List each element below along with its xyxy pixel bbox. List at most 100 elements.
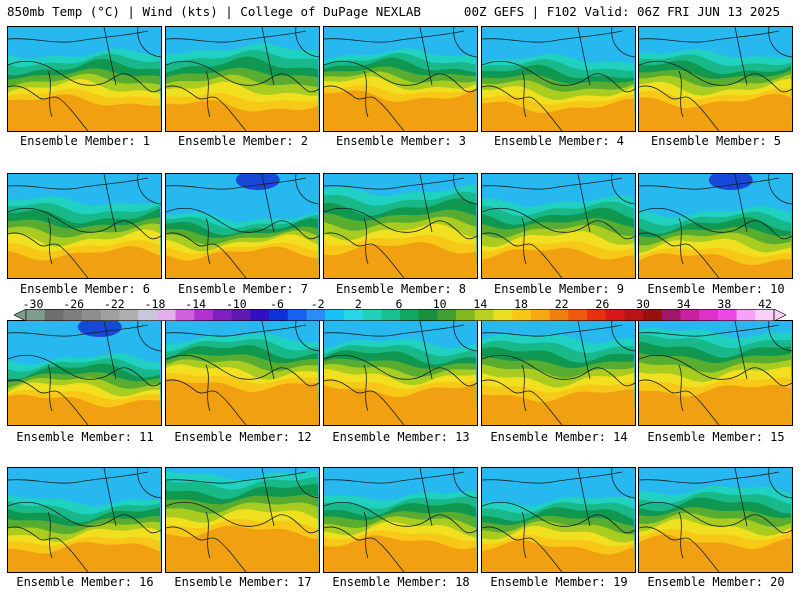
ensemble-member-label: Ensemble Member: 9: [493, 282, 625, 296]
colorbar-tick-label: 6: [395, 297, 403, 311]
ensemble-member-label: Ensemble Member: 19: [490, 575, 628, 589]
ensemble-member-label: Ensemble Member: 4: [493, 134, 625, 148]
map-boundary-line: [768, 468, 792, 499]
map-boundary-line: [166, 526, 219, 541]
map-boundary-line: [678, 364, 684, 412]
map-boundary-line: [8, 379, 61, 394]
temperature-field-map: [166, 27, 319, 131]
temperature-field-map: [8, 27, 161, 131]
colorbar-swatch: [568, 309, 588, 321]
map-boundary-line: [639, 85, 692, 100]
ensemble-member-label: Ensemble Member: 6: [19, 282, 151, 296]
ensemble-map-panel: [165, 320, 320, 426]
map-boundary-line: [482, 324, 623, 337]
ensemble-map-panel: [323, 467, 478, 573]
colorbar-swatch: [287, 309, 307, 321]
map-boundary-line: [103, 468, 117, 527]
colorbar-tick-label: 22: [554, 297, 569, 311]
map-boundary-line: [166, 30, 307, 43]
map-boundary-line: [678, 511, 684, 559]
temperature-field-map: [639, 27, 792, 131]
ensemble-map-panel: [7, 467, 162, 573]
ensemble-map-panel: [165, 467, 320, 573]
ensemble-member-label: Ensemble Member: 2: [177, 134, 309, 148]
map-boundary-line: [482, 177, 623, 190]
map-boundary-line: [8, 207, 161, 240]
map-boundary-line: [59, 539, 89, 572]
ensemble-map-panel: [323, 173, 478, 279]
map-boundary-line: [8, 471, 149, 484]
temperature-field-map: [8, 321, 161, 425]
map-boundary-line: [611, 27, 635, 58]
colorbar-swatch: [362, 309, 382, 321]
map-boundary-line: [363, 511, 369, 559]
map-boundary-line: [166, 60, 319, 93]
ensemble-map-panel: [7, 26, 162, 132]
temperature-field-map: [166, 468, 319, 572]
colorbar-swatch: [63, 309, 83, 321]
map-boundary-line: [419, 468, 433, 527]
colorbar-swatch: [530, 309, 550, 321]
map-boundary-line: [482, 501, 635, 534]
map-boundary-line: [453, 468, 477, 499]
map-boundary-line: [103, 174, 117, 233]
ensemble-member-label: Ensemble Member: 3: [335, 134, 467, 148]
temperature-field-map: [8, 468, 161, 572]
colorbar-swatch: [512, 309, 532, 321]
map-boundary-line: [734, 174, 748, 233]
colorbar-swatch: [437, 309, 457, 321]
colorbar-tick-label: -14: [185, 297, 207, 311]
ensemble-member-label: Ensemble Member: 11: [16, 430, 154, 444]
colorbar-tick-label: 30: [636, 297, 650, 311]
map-boundary-line: [137, 468, 161, 499]
map-boundary-line: [47, 217, 53, 265]
map-boundary-line: [419, 321, 433, 380]
map-boundary-line: [295, 468, 319, 499]
map-boundary-line: [103, 27, 117, 86]
map-boundary-line: [521, 70, 527, 118]
map-boundary-line: [482, 379, 535, 394]
map-boundary-line: [611, 468, 635, 499]
map-boundary-line: [8, 232, 61, 247]
colorbar-tick-label: -18: [144, 297, 166, 311]
map-boundary-line: [419, 174, 433, 233]
map-boundary-line: [521, 364, 527, 412]
colorbar-swatch: [82, 309, 102, 321]
ensemble-map-panel: [165, 26, 320, 132]
colorbar-swatch: [587, 309, 606, 321]
ensemble-member-label: Ensemble Member: 7: [177, 282, 309, 296]
map-boundary-line: [639, 177, 780, 190]
map-boundary-line: [639, 60, 792, 93]
temperature-field-map: [8, 174, 161, 278]
temperature-field-map: [166, 321, 319, 425]
colorbar-swatch: [231, 309, 251, 321]
map-boundary-line: [734, 321, 748, 380]
ensemble-map-panel: [638, 467, 793, 573]
colorbar-swatch: [100, 309, 120, 321]
map-boundary-line: [363, 364, 369, 412]
map-boundary-line: [639, 379, 692, 394]
colorbar-tick-label: -6: [270, 297, 284, 311]
temperature-field-map: [482, 27, 635, 131]
map-boundary-line: [678, 70, 684, 118]
map-boundary-line: [375, 245, 405, 278]
map-boundary-line: [611, 174, 635, 205]
colorbar-tick-label: 26: [595, 297, 610, 311]
map-boundary-line: [324, 60, 477, 93]
map-boundary-line: [690, 245, 720, 278]
colorbar-swatch: [680, 309, 700, 321]
map-boundary-line: [375, 392, 405, 425]
temperature-field-map: [324, 27, 477, 131]
colorbar-swatch: [119, 309, 139, 321]
map-boundary-line: [8, 526, 61, 541]
chart-title: 850mb Temp (°C) | Wind (kts) | College o…: [7, 4, 421, 19]
ensemble-member-label: Ensemble Member: 8: [335, 282, 467, 296]
map-boundary-line: [482, 85, 535, 100]
map-boundary-line: [639, 501, 792, 534]
map-boundary-line: [577, 174, 591, 233]
map-boundary-line: [533, 539, 563, 572]
map-boundary-line: [734, 468, 748, 527]
colorbar-tick-label: 34: [676, 297, 691, 311]
map-boundary-line: [295, 27, 319, 58]
map-boundary-line: [137, 27, 161, 58]
